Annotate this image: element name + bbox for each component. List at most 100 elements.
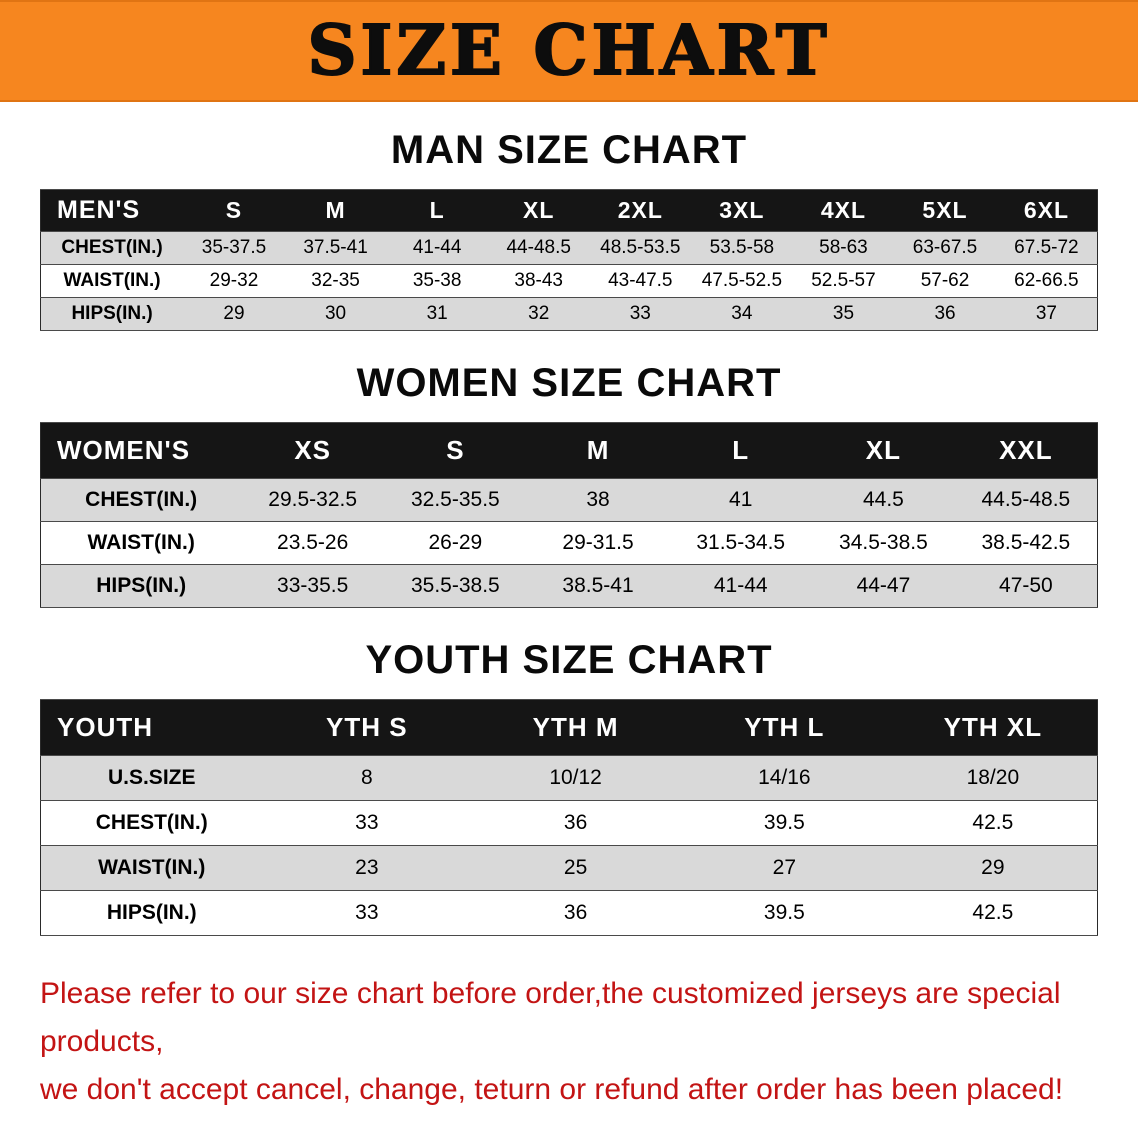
table-cell: 36 — [471, 800, 680, 846]
size-column-header: 3XL — [691, 189, 793, 232]
table-cell: 37 — [995, 297, 1098, 331]
row-label: HIPS(IN.) — [40, 890, 263, 936]
table-cell: 48.5-53.5 — [589, 231, 692, 265]
table-cell: 34 — [691, 297, 793, 331]
row-label: CHEST(IN.) — [40, 478, 242, 522]
size-chart-banner: SIZE CHART — [0, 0, 1138, 102]
order-policy-line-2: we don't accept cancel, change, teturn o… — [40, 1073, 1064, 1106]
size-column-header: YTH XL — [888, 699, 1098, 756]
women-size-chart-section: WOMEN SIZE CHART WOMEN'S XS S M L XL XXL CHEST(… — [0, 361, 1138, 608]
women-size-chart-heading: WOMEN SIZE CHART — [356, 361, 782, 405]
table-cell: 29 — [888, 845, 1098, 891]
table-cell: 8 — [262, 755, 472, 801]
table-cell: 35 — [792, 297, 895, 331]
table-cell: 23.5-26 — [241, 521, 385, 565]
table-cell: 35.5-38.5 — [384, 564, 527, 608]
table-header-row: WOMEN'S XS S M L XL XXL — [40, 422, 1098, 479]
table-cell: 39.5 — [679, 800, 889, 846]
table-cell: 33-35.5 — [241, 564, 385, 608]
table-cell: 53.5-58 — [691, 231, 793, 265]
size-column-header: 2XL — [589, 189, 692, 232]
table-cell: 30 — [284, 297, 387, 331]
youth-size-chart-heading: YOUTH SIZE CHART — [365, 638, 773, 682]
order-policy-note: Please refer to our size chart before or… — [40, 970, 1102, 1114]
table-cell: 29-32 — [183, 264, 285, 298]
table-cell: 57-62 — [894, 264, 996, 298]
row-label: CHEST(IN.) — [40, 231, 184, 265]
table-header-row: MEN'S S M L XL 2XL 3XL 4XL 5XL 6XL — [40, 189, 1098, 232]
row-label: U.S.SIZE — [40, 755, 263, 801]
youth-size-table: YOUTH YTH S YTH M YTH L YTH XL U.S.SIZE 8 10/12… — [40, 699, 1098, 936]
row-label: HIPS(IN.) — [40, 297, 184, 331]
table-row: HIPS(IN.) 29 30 31 32 33 34 35 36 37 — [40, 297, 1098, 331]
table-cell: 47.5-52.5 — [691, 264, 793, 298]
table-cell: 29-31.5 — [526, 521, 670, 565]
table-cell: 41 — [669, 478, 813, 522]
table-row: WAIST(IN.) 29-32 32-35 35-38 38-43 43-47.5 47.… — [40, 264, 1098, 298]
table-cell: 33 — [262, 890, 472, 936]
table-cell: 33 — [589, 297, 692, 331]
table-cell: 29.5-32.5 — [241, 478, 385, 522]
table-cell: 42.5 — [888, 800, 1098, 846]
table-cell: 67.5-72 — [995, 231, 1098, 265]
table-cell: 44-47 — [812, 564, 955, 608]
table-cell: 41-44 — [386, 231, 488, 265]
table-cell: 36 — [471, 890, 680, 936]
table-cell: 43-47.5 — [589, 264, 692, 298]
table-cell: 35-37.5 — [183, 231, 285, 265]
size-column-header: M — [526, 422, 670, 479]
size-column-header: S — [183, 189, 285, 232]
table-cell: 38.5-41 — [526, 564, 670, 608]
table-header-row: YOUTH YTH S YTH M YTH L YTH XL — [40, 699, 1098, 756]
size-column-header: 6XL — [995, 189, 1098, 232]
youth-size-chart-section: YOUTH SIZE CHART YOUTH YTH S YTH M YTH L YTH… — [0, 638, 1138, 936]
table-cell: 23 — [262, 845, 472, 891]
table-cell: 42.5 — [888, 890, 1098, 936]
size-column-header: XL — [812, 422, 955, 479]
banner-title: SIZE CHART — [306, 10, 831, 92]
row-label: HIPS(IN.) — [40, 564, 242, 608]
table-cell: 52.5-57 — [792, 264, 895, 298]
table-cell: 32 — [487, 297, 590, 331]
table-row: CHEST(IN.) 33 36 39.5 42.5 — [40, 800, 1098, 846]
size-column-header: YTH S — [262, 699, 472, 756]
table-cell: 62-66.5 — [995, 264, 1098, 298]
table-cell: 14/16 — [679, 755, 889, 801]
table-cell: 31 — [386, 297, 488, 331]
size-column-header: 5XL — [894, 189, 996, 232]
size-column-header: S — [384, 422, 527, 479]
row-label: CHEST(IN.) — [40, 800, 263, 846]
table-row: CHEST(IN.) 29.5-32.5 32.5-35.5 38 41 44.5 44.5… — [40, 478, 1098, 522]
size-column-header: XS — [241, 422, 385, 479]
table-cell: 44.5 — [812, 478, 955, 522]
table-cell: 37.5-41 — [284, 231, 387, 265]
table-cell: 18/20 — [888, 755, 1098, 801]
row-label: WAIST(IN.) — [40, 264, 184, 298]
row-label: WAIST(IN.) — [40, 845, 263, 891]
table-row: HIPS(IN.) 33-35.5 35.5-38.5 38.5-41 41-44 44-… — [40, 564, 1098, 608]
man-size-chart-section: MAN SIZE CHART MEN'S S M L XL 2XL 3XL 4XL 5XL 6XL… — [0, 128, 1138, 331]
table-cell: 47-50 — [954, 564, 1098, 608]
table-group-label: MEN'S — [40, 189, 184, 232]
man-size-chart-heading: MAN SIZE CHART — [390, 128, 748, 172]
table-row: WAIST(IN.) 23 25 27 29 — [40, 845, 1098, 891]
size-column-header: L — [386, 189, 488, 232]
table-cell: 44.5-48.5 — [954, 478, 1098, 522]
size-column-header: XL — [487, 189, 590, 232]
table-cell: 39.5 — [679, 890, 889, 936]
table-cell: 29 — [183, 297, 285, 331]
table-cell: 63-67.5 — [894, 231, 996, 265]
table-cell: 58-63 — [792, 231, 895, 265]
table-cell: 26-29 — [384, 521, 527, 565]
size-column-header: XXL — [954, 422, 1098, 479]
size-column-header: L — [669, 422, 813, 479]
table-cell: 10/12 — [471, 755, 680, 801]
table-cell: 33 — [262, 800, 472, 846]
table-cell: 32.5-35.5 — [384, 478, 527, 522]
table-cell: 38.5-42.5 — [954, 521, 1098, 565]
size-column-header: 4XL — [792, 189, 895, 232]
size-column-header: M — [284, 189, 387, 232]
table-cell: 27 — [679, 845, 889, 891]
table-cell: 38 — [526, 478, 670, 522]
